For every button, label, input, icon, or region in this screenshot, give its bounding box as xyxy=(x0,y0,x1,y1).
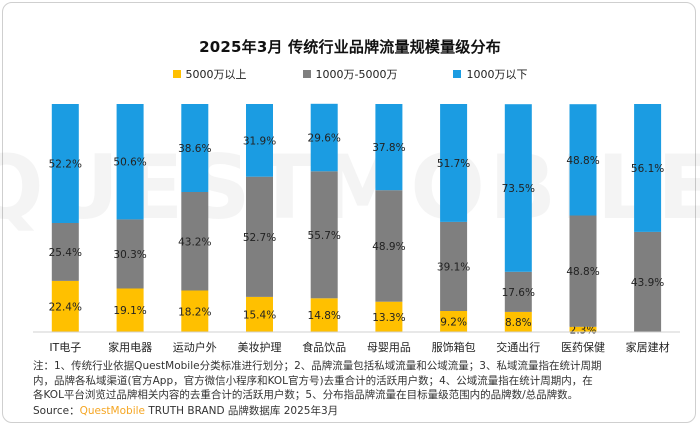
legend-swatch-10m-50m xyxy=(302,70,311,78)
data-label-10m-50m-4: 52.7% xyxy=(243,232,276,244)
x-tick-label-10: 家居建材 xyxy=(626,340,670,354)
data-label-under-10m-7: 51.7% xyxy=(437,158,470,170)
x-tick-label-3: 运动户外 xyxy=(173,340,217,354)
x-tick-label-6: 母婴用品 xyxy=(367,341,411,354)
bar-segment-10m-50m-8 xyxy=(504,271,532,312)
x-tick-label-2: 家用电器 xyxy=(108,340,152,354)
data-label-over-50m-6: 13.3% xyxy=(372,312,405,324)
legend-swatch-under-10m xyxy=(453,70,462,78)
bar-segment-over-50m-5 xyxy=(310,298,338,332)
data-label-over-50m-5: 14.8% xyxy=(308,310,341,322)
bar-segment-under-10m-3 xyxy=(181,104,209,192)
chart-title: 2025年3月 传统行业品牌流量规模量级分布 xyxy=(199,38,501,56)
legend-label-10m-50m: 1000万-5000万 xyxy=(315,68,398,81)
legend-item-under-10m: 1000万以下 xyxy=(453,66,527,82)
legend-label-under-10m: 1000万以下 xyxy=(466,68,528,81)
bar-segment-10m-50m-6 xyxy=(375,190,403,302)
data-label-under-10m-1: 52.2% xyxy=(49,159,82,171)
bar-segment-10m-50m-3 xyxy=(181,192,209,291)
data-label-over-50m-3: 18.2% xyxy=(178,306,211,318)
bar-segment-10m-50m-10 xyxy=(634,231,662,332)
x-tick-label-7: 服饰箱包 xyxy=(432,340,476,354)
bar-segment-under-10m-10 xyxy=(634,104,662,232)
footnote-line-3: 各KOL平台浏览过品牌相关内容的去重合计的活跃用户数；5、分布指品牌流量在目标量… xyxy=(33,389,579,402)
bar-segment-over-50m-8 xyxy=(504,311,532,332)
data-label-under-10m-8: 73.5% xyxy=(502,183,535,195)
data-label-under-10m-3: 38.6% xyxy=(178,143,211,155)
bar-segment-over-50m-7 xyxy=(440,311,468,332)
data-label-under-10m-9: 48.8% xyxy=(566,155,599,167)
bar-segment-under-10m-4 xyxy=(246,104,273,177)
bar-segment-under-10m-6 xyxy=(375,104,403,191)
data-label-over-50m-4: 15.4% xyxy=(243,309,276,321)
data-label-under-10m-10: 56.1% xyxy=(631,163,664,175)
chart-legend: 5000万以上 1000万-5000万 1000万以下 xyxy=(0,66,700,82)
data-label-over-50m-2: 19.1% xyxy=(113,305,146,317)
data-label-10m-50m-3: 43.2% xyxy=(178,236,211,248)
bar-segment-10m-50m-4 xyxy=(246,176,273,297)
data-label-under-10m-4: 31.9% xyxy=(243,135,276,147)
x-axis-labels: IT电子 家用电器 运动户外 美妆护理 食品饮品 母婴用品 服饰箱包 交通出行 医药保健 家居建材 xyxy=(49,340,669,354)
x-tick-label-8: 交通出行 xyxy=(496,340,540,354)
source-suffix: TRUTH BRAND 品牌数据库 2025年3月 xyxy=(145,405,339,417)
data-label-10m-50m-2: 30.3% xyxy=(113,249,146,261)
legend-item-over-50m: 5000万以上 xyxy=(172,66,247,82)
bar-segment-over-50m-1 xyxy=(51,280,79,332)
data-label-10m-50m-10: 43.9% xyxy=(631,277,664,289)
bar-segment-under-10m-5 xyxy=(310,103,338,172)
data-label-under-10m-5: 29.6% xyxy=(308,133,341,145)
bar-segment-under-10m-1 xyxy=(51,104,79,223)
legend-swatch-over-50m xyxy=(172,70,181,78)
data-label-over-50m-8: 8.8% xyxy=(505,317,532,329)
data-label-10m-50m-6: 48.9% xyxy=(372,241,405,253)
footnote-line-2: 内，品牌各私域渠道(官方App，官方微信小程序和KOL官方号)去重合计的活跃用户… xyxy=(33,374,593,387)
source-prefix: Source： xyxy=(33,405,80,417)
data-label-10m-50m-8: 17.6% xyxy=(502,287,535,299)
source-line: Source：QuestMobile TRUTH BRAND 品牌数据库 202… xyxy=(33,403,338,418)
stacked-bar-chart: QUESTMOBILE 22.4%25.4%52.2%19.1%30.3%50.… xyxy=(0,103,700,354)
bar-segment-under-10m-7 xyxy=(440,104,468,222)
x-tick-label-4: 美妆护理 xyxy=(238,340,282,354)
x-tick-label-5: 食品饮品 xyxy=(302,340,346,354)
bar-segment-over-50m-3 xyxy=(181,290,209,332)
x-tick-label-1: IT电子 xyxy=(49,341,81,354)
bar-segment-over-50m-2 xyxy=(116,288,144,332)
bar-segment-over-50m-9 xyxy=(569,326,597,332)
data-label-over-50m-7: 9.2% xyxy=(440,317,467,329)
bar-segment-10m-50m-5 xyxy=(310,171,338,299)
footnotes: 注：1、传统行业依据QuestMobile分类标准进行划分；2、品牌流量包括私域… xyxy=(33,359,678,403)
bar-segment-over-50m-4 xyxy=(246,296,273,332)
bar-segment-10m-50m-9 xyxy=(569,215,597,327)
bar-segment-under-10m-9 xyxy=(569,104,597,216)
bar-segment-under-10m-8 xyxy=(504,104,532,272)
data-label-over-50m-9: 2.3% xyxy=(570,324,597,336)
bar-group: 22.4% 25.4% 52.2% 19.1% 30.3% 50.6% 18.2% 43.2%… xyxy=(49,103,664,336)
x-tick-label-9: 医药保健 xyxy=(561,340,605,354)
data-label-under-10m-2: 50.6% xyxy=(113,157,146,169)
bar-segment-under-10m-2 xyxy=(116,104,144,220)
bar-segment-10m-50m-1 xyxy=(51,223,79,281)
data-label-10m-50m-7: 39.1% xyxy=(437,261,470,273)
source-brand: QuestMobile xyxy=(79,405,145,417)
bar-segment-10m-50m-7 xyxy=(440,221,468,311)
data-label-10m-50m-9: 48.8% xyxy=(566,266,599,278)
data-label-10m-50m-1: 25.4% xyxy=(49,247,82,259)
bar-segment-over-50m-6 xyxy=(375,301,403,332)
bar-segment-10m-50m-2 xyxy=(116,219,144,289)
data-label-under-10m-6: 37.8% xyxy=(372,142,405,154)
data-label-over-50m-1: 22.4% xyxy=(49,302,82,314)
footnote-line-1: 注：1、传统行业依据QuestMobile分类标准进行划分；2、品牌流量包括私域… xyxy=(33,360,602,372)
legend-label-over-50m: 5000万以上 xyxy=(185,68,247,81)
data-label-10m-50m-5: 55.7% xyxy=(308,230,341,242)
legend-item-10m-50m: 1000万-5000万 xyxy=(302,66,398,82)
